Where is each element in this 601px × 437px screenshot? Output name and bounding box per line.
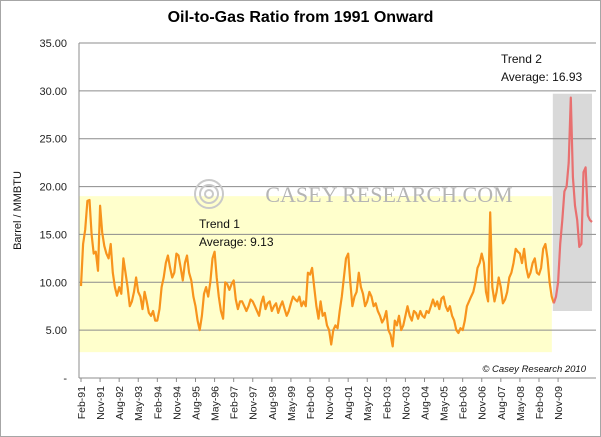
x-tick-label: Nov-06	[477, 386, 489, 420]
watermark-logo-icon	[194, 179, 224, 209]
x-tick-label: Nov-97	[248, 386, 260, 420]
x-tick-label: Aug-95	[190, 386, 202, 420]
x-tick-label: Nov-91	[95, 386, 107, 420]
series-line-trend-2	[552, 96, 593, 304]
y-tick-label: 10.00	[39, 277, 67, 289]
x-tick-label: Nov-03	[400, 386, 412, 420]
x-tick-label: May-05	[439, 386, 451, 421]
x-tick-label: Aug-07	[496, 386, 508, 420]
x-tick-label: Aug-98	[267, 386, 279, 420]
trend-1-region	[79, 196, 552, 353]
y-tick-label: 15.00	[39, 229, 67, 241]
x-tick-label: May-96	[210, 386, 222, 421]
x-tick-label: Feb-97	[229, 386, 241, 419]
x-tick-label: Aug-04	[419, 386, 431, 420]
y-tick-label: 25.00	[39, 134, 67, 146]
x-tick-label: May-08	[515, 386, 527, 421]
y-tick-label: 35.00	[39, 38, 67, 50]
y-tick-label: -	[63, 373, 67, 385]
copyright-text: © Casey Research 2010	[482, 364, 586, 375]
x-tick-label: Feb-91	[76, 386, 88, 419]
y-tick-label: 20.00	[39, 182, 67, 194]
x-tick-label: Nov-09	[553, 386, 565, 420]
watermark-text: CASEY RESEARCH.COM	[265, 182, 512, 207]
x-tick-label: Feb-94	[152, 386, 164, 419]
watermark-logo-inner-icon	[199, 184, 219, 204]
x-tick-label: Aug-01	[343, 386, 355, 420]
x-tick-label: Nov-00	[324, 386, 336, 420]
series-line-trend-1	[79, 198, 555, 348]
x-tick-label: Feb-06	[458, 386, 470, 419]
trend-2-average: Average: 16.93	[501, 70, 583, 84]
x-tick-label: May-93	[133, 386, 145, 421]
x-tick-label: Nov-94	[171, 386, 183, 420]
x-tick-label: Aug-92	[114, 386, 126, 420]
y-axis-label: Barrel / MMBTU	[12, 171, 24, 250]
trend-2-label: Trend 2	[501, 52, 542, 66]
trend-1-average: Average: 9.13	[199, 235, 274, 249]
trend-1-label: Trend 1	[199, 217, 240, 231]
watermark-logo-core-icon	[204, 189, 214, 199]
x-tick-label: Feb-09	[534, 386, 546, 419]
y-tick-label: 5.00	[46, 325, 67, 337]
x-tick-label: May-02	[362, 386, 374, 421]
chart-title: Oil-to-Gas Ratio from 1991 Onward	[167, 9, 434, 26]
x-tick-label: Feb-00	[305, 386, 317, 419]
x-tick-label: May-99	[286, 386, 298, 421]
x-tick-label: Feb-03	[381, 386, 393, 419]
y-tick-label: 30.00	[39, 86, 67, 98]
